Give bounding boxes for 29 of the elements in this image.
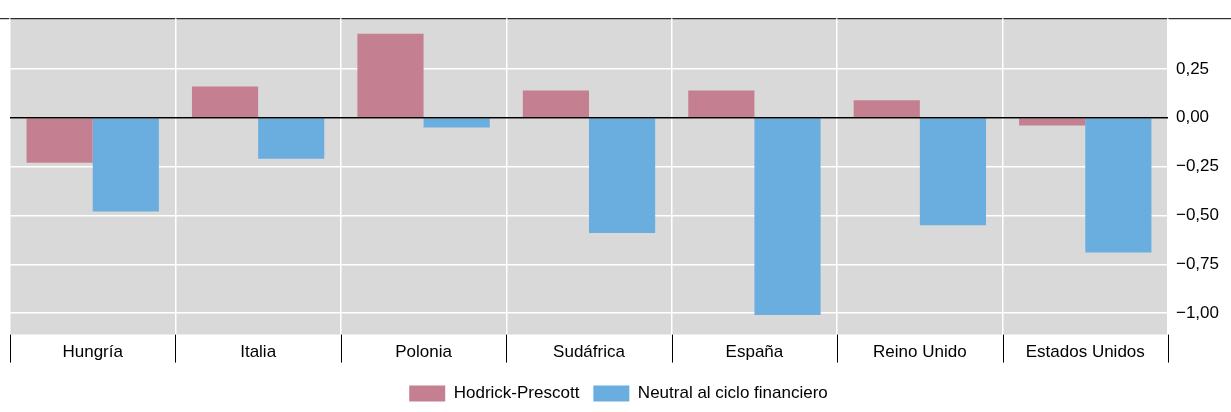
bar: [423, 118, 490, 128]
bar: [1019, 118, 1086, 126]
bar: [357, 33, 424, 118]
bar: [26, 118, 93, 163]
y-tick-label: −1,00: [1175, 302, 1219, 322]
x-tick-label: Polonia: [395, 342, 453, 362]
x-tick-label: Italia: [240, 342, 277, 362]
bar: [588, 118, 656, 234]
y-tick-label: −0,25: [1175, 156, 1219, 176]
y-tick-label: 0,00: [1175, 107, 1210, 127]
y-tick-label: −0,75: [1175, 253, 1219, 273]
x-tick-label: Estados Unidos: [1025, 342, 1145, 362]
y-tick-label: −0,50: [1175, 205, 1219, 225]
y-tick-label: 0,25: [1175, 58, 1210, 78]
legend-label: Neutral al ciclo financiero: [637, 383, 828, 403]
bar: [258, 118, 325, 159]
bar: [754, 118, 821, 316]
bar: [522, 90, 589, 118]
bar: [191, 86, 259, 118]
bar: [919, 118, 987, 226]
bar: [688, 90, 755, 118]
x-tick-label: Hungría: [62, 342, 124, 362]
bar: [92, 118, 159, 212]
bar: [1085, 118, 1152, 253]
x-tick-label: Reino Unido: [873, 342, 967, 362]
bar: [853, 100, 920, 118]
x-tick-label: España: [725, 342, 784, 362]
legend-label: Hodrick-Prescott: [453, 383, 580, 403]
x-tick-label: Sudáfrica: [553, 342, 626, 362]
